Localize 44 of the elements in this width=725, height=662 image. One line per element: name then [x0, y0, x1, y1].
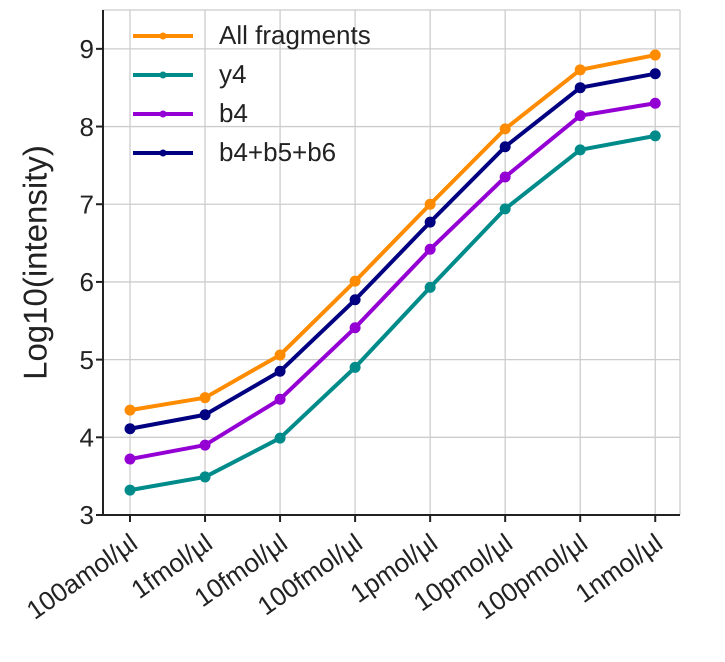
point [650, 130, 661, 142]
y-tick-label: 9 [80, 34, 94, 64]
point [500, 172, 511, 183]
point [424, 198, 436, 210]
point [124, 423, 136, 434]
point [350, 276, 361, 287]
point [574, 82, 586, 94]
point [574, 110, 586, 122]
point [650, 50, 661, 61]
point [350, 322, 361, 334]
point [350, 294, 361, 306]
point [574, 144, 586, 156]
legend-label: All fragments [219, 19, 371, 52]
point [124, 454, 136, 465]
y-tick-label: 6 [80, 267, 94, 298]
point [500, 141, 511, 152]
point [200, 471, 211, 482]
point [124, 484, 136, 496]
point [274, 394, 286, 405]
y-tick-label: 5 [80, 344, 94, 375]
point [500, 203, 511, 214]
point [424, 282, 436, 293]
y-tick-label: 4 [80, 422, 94, 453]
point [200, 409, 211, 420]
y-axis-title: Log10(intensity) [16, 145, 54, 380]
point [124, 404, 136, 416]
point [424, 216, 436, 228]
legend-label: b4 [219, 97, 248, 130]
point [500, 123, 511, 134]
legend-label: b4+b5+b6 [219, 136, 336, 169]
point [200, 440, 211, 451]
point [574, 64, 586, 76]
point [200, 392, 211, 404]
point [274, 366, 286, 377]
point [650, 68, 661, 80]
point [650, 98, 661, 109]
y-tick-label: 7 [80, 189, 94, 220]
point [424, 244, 436, 255]
point [274, 349, 286, 360]
legend-label: y4 [219, 58, 246, 91]
point [274, 432, 286, 444]
point [350, 362, 361, 373]
y-tick-label: 3 [80, 500, 94, 530]
y-tick-label: 8 [80, 112, 94, 142]
